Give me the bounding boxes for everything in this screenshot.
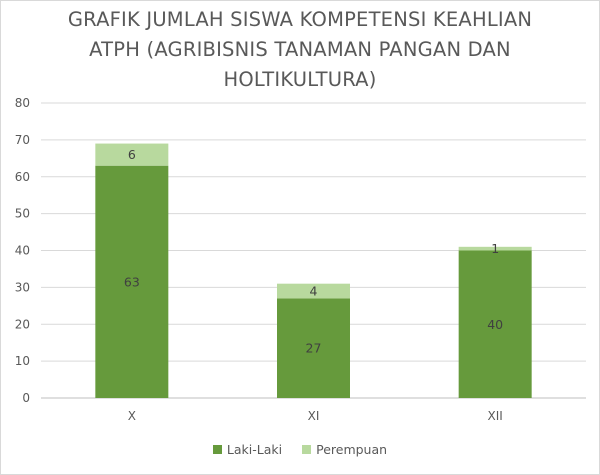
x-tick-label: XI	[308, 409, 320, 423]
chart-title-line-3: HOLTIKULTURA)	[223, 68, 377, 91]
bar-xi-perempuan	[277, 283, 350, 299]
legend-item-perempuan: Perempuan	[302, 442, 387, 457]
y-tick-label: 10	[15, 354, 30, 368]
legend-swatch-laki-laki	[212, 445, 222, 454]
bar-x-laki-laki	[95, 165, 169, 398]
legend: Laki-Laki Perempuan	[1, 442, 599, 457]
y-tick-label: 50	[15, 207, 30, 221]
bar-xii-perempuan	[458, 246, 532, 251]
y-tick-label: 40	[15, 244, 30, 258]
bar-xii-laki-laki	[458, 250, 532, 398]
bar-xi-laki-laki	[277, 298, 350, 398]
y-tick-label: 20	[15, 317, 30, 331]
legend-item-laki-laki: Laki-Laki	[212, 442, 283, 457]
data-label: 6	[128, 147, 136, 162]
x-tick-label: XII	[488, 409, 503, 423]
chart-title-line-1: GRAFIK JUMLAH SISWA KOMPETENSI KEAHLIAN	[67, 8, 533, 31]
legend-swatch-perempuan	[302, 445, 312, 454]
data-label: 4	[310, 284, 318, 299]
data-label: 27	[306, 341, 322, 356]
chart-title: GRAFIK JUMLAH SISWA KOMPETENSI KEAHLIAN …	[1, 5, 599, 95]
data-label: 63	[124, 274, 140, 289]
bar-x-perempuan	[95, 143, 169, 166]
legend-label-laki-laki: Laki-Laki	[226, 442, 283, 457]
y-tick-label: 30	[15, 280, 30, 294]
data-label: 40	[487, 317, 503, 332]
y-tick-label: 0	[22, 391, 30, 405]
y-tick-label: 60	[15, 170, 30, 184]
x-tick-label: X	[128, 409, 136, 423]
y-tick-label: 70	[15, 133, 30, 147]
legend-label-perempuan: Perempuan	[316, 442, 388, 457]
data-label: 1	[491, 241, 499, 256]
chart-title-line-2: ATPH (AGRIBISNIS TANAMAN PANGAN DAN	[89, 38, 511, 61]
y-tick-label: 80	[15, 96, 30, 110]
